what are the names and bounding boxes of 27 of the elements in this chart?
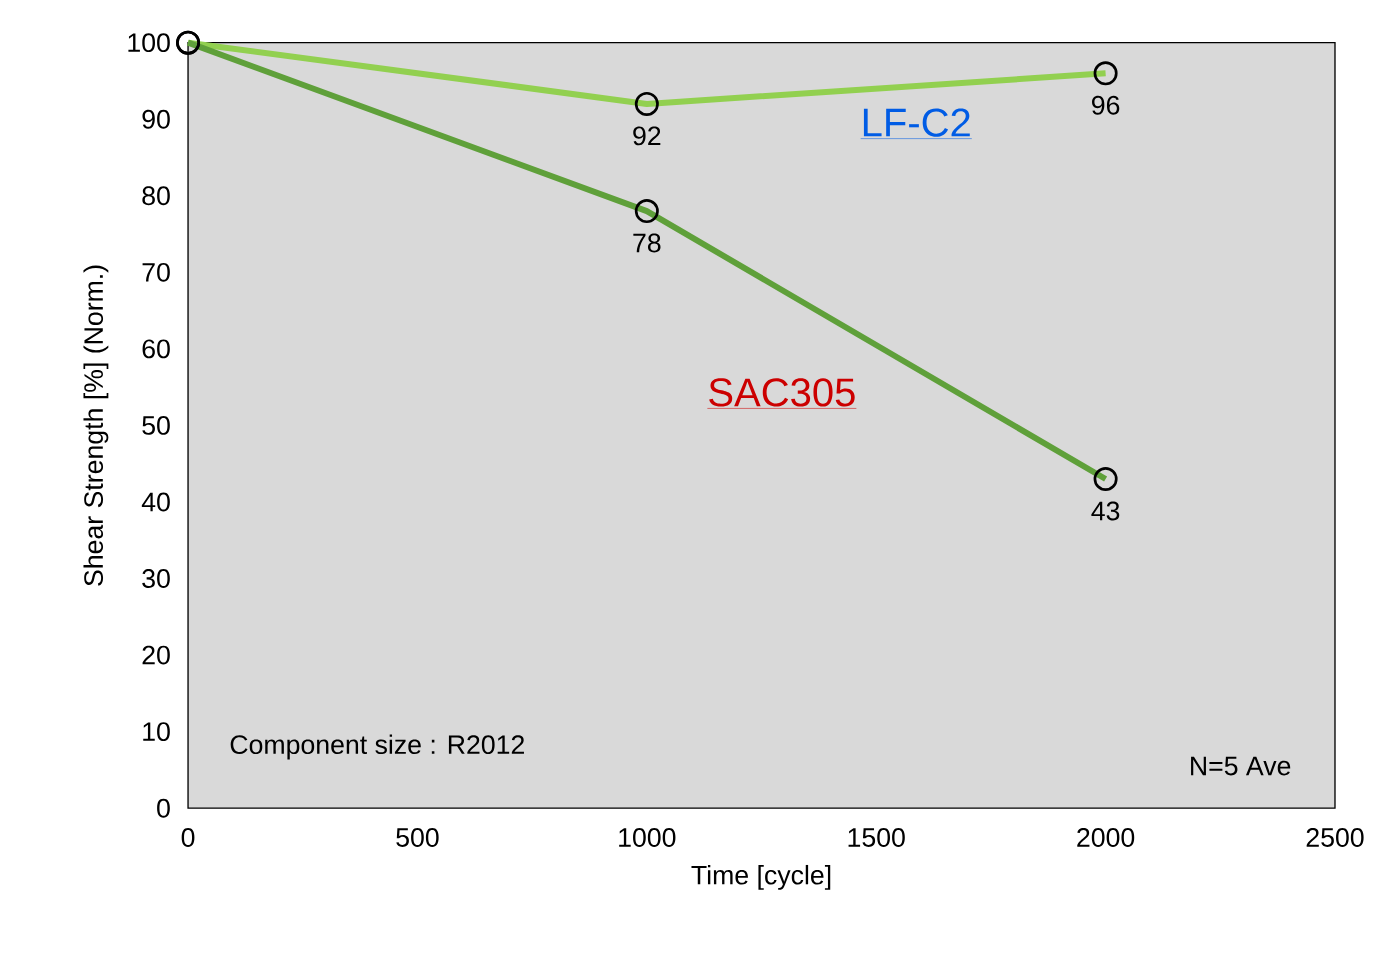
y-tick-label: 90 xyxy=(142,110,170,129)
x-tick-label: 1500 xyxy=(848,828,905,848)
y-tick-label: 70 xyxy=(142,263,170,282)
annotation: N=5 Ave xyxy=(1191,757,1291,776)
x-axis-title: Time [cycle] xyxy=(691,865,831,891)
y-tick-label: 50 xyxy=(142,416,170,436)
y-tick-label: 40 xyxy=(141,492,170,512)
y-tick-label: 0 xyxy=(157,798,170,818)
x-tick-label: 2000 xyxy=(1077,828,1135,848)
data-label: 96 xyxy=(1092,96,1120,115)
y-tick-label: 60 xyxy=(142,339,170,359)
series-label: SAC305 xyxy=(709,378,855,407)
data-label: 92 xyxy=(633,126,661,146)
series-label: LF-C2 xyxy=(863,108,970,137)
data-label: 43 xyxy=(1091,501,1120,521)
x-tick-label: 1000 xyxy=(619,828,676,848)
annotation: Component size : R2012 xyxy=(230,734,524,760)
y-tick-label: 30 xyxy=(142,569,170,589)
y-tick-label: 100 xyxy=(128,33,170,53)
x-tick-label: 500 xyxy=(396,828,439,848)
data-label: 78 xyxy=(633,233,661,253)
y-tick-label: 10 xyxy=(143,722,170,742)
y-tick-label: 80 xyxy=(142,186,170,206)
x-tick-label: 0 xyxy=(181,828,195,848)
y-axis-title: Shear Strength [%] (Norm.) xyxy=(83,265,109,587)
x-tick-label: 2500 xyxy=(1306,828,1364,848)
y-tick-label: 20 xyxy=(142,645,170,665)
